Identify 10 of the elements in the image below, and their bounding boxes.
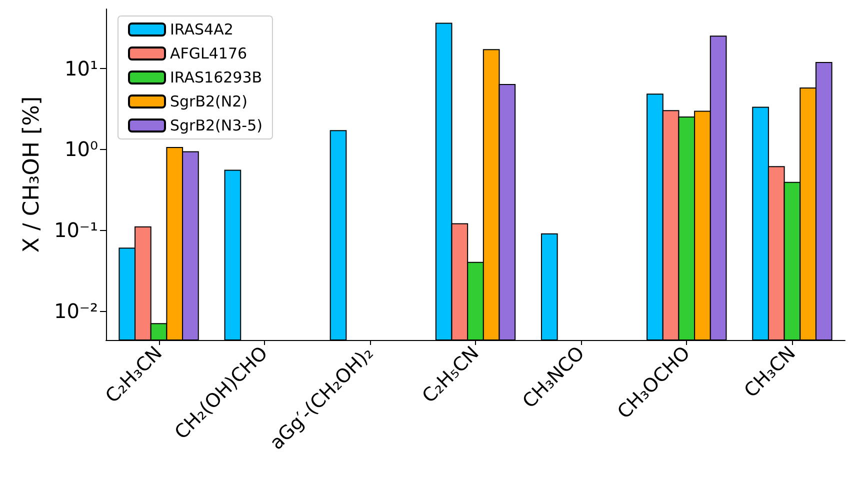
y-tick-label: 10⁰ (64, 137, 98, 162)
legend-label: SgrB2(N3-5) (170, 116, 262, 134)
y-tick-label: 10⁻² (54, 299, 98, 324)
legend-label: IRAS16293B (170, 68, 262, 86)
y-axis-title: X / CH₃OH [%] (20, 96, 45, 253)
legend-label: IRAS4A2 (170, 20, 234, 38)
y-tick-label: 10¹ (64, 56, 98, 80)
legend-label: SgrB2(N2) (170, 92, 248, 110)
y-tick-label: 10⁻¹ (54, 218, 98, 242)
legend-label: AFGL4176 (170, 44, 248, 62)
